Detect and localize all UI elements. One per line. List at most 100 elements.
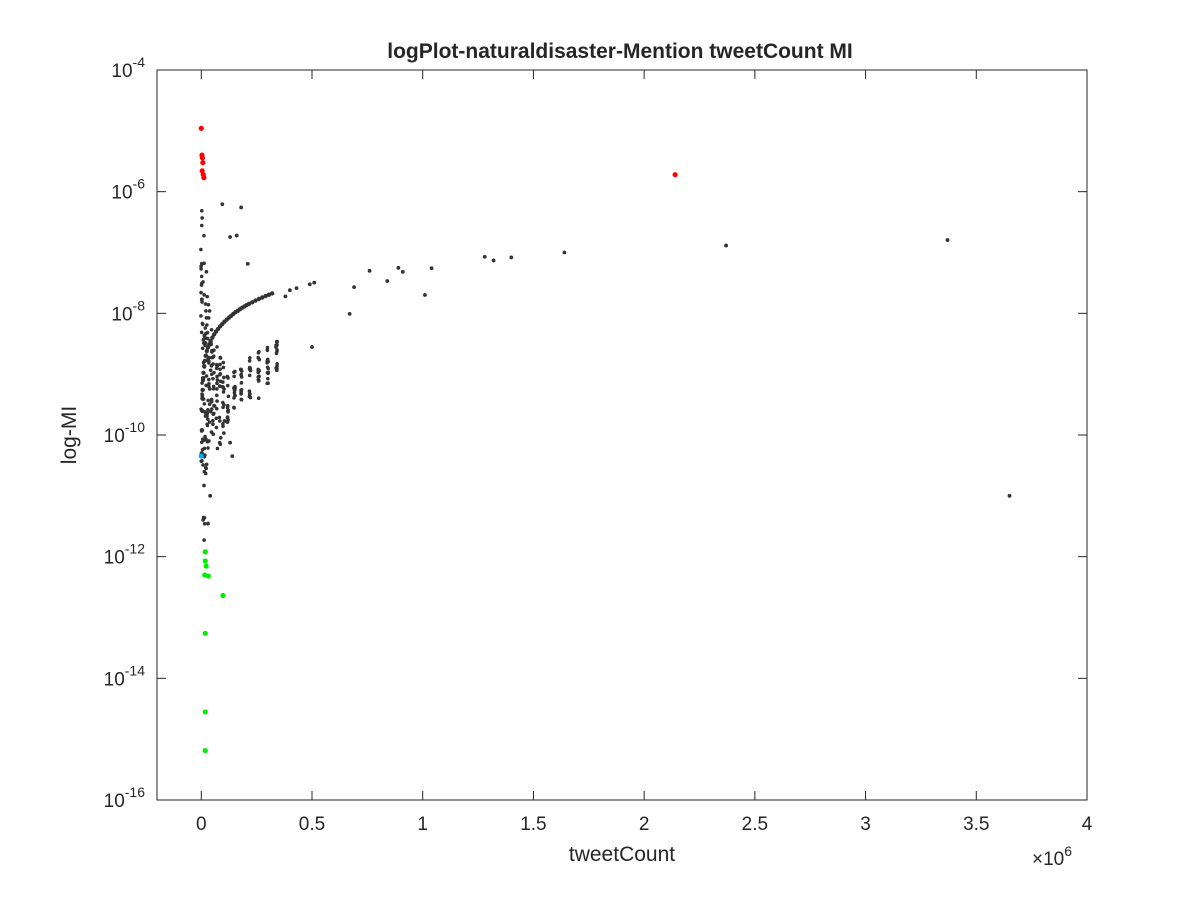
band-point-223 (239, 397, 244, 402)
band-point-271 (274, 351, 279, 356)
band-point-241 (257, 374, 261, 379)
default-point-2 (724, 243, 728, 248)
band-point-154 (217, 419, 222, 423)
y-tick-labels: 10-16 10-14 10-12 10-10 10-8 10-6 10-4 (104, 54, 146, 812)
band-point-193 (226, 408, 231, 412)
band-point-22 (200, 346, 205, 351)
y-tick-label-2: 10-12 (104, 541, 146, 569)
band-point-101 (207, 382, 211, 386)
high-point-0 (198, 125, 204, 131)
band-point-48 (202, 483, 206, 488)
band-point-13 (199, 208, 204, 213)
band-point-209 (233, 384, 237, 389)
y-tick-label-4: 10-8 (111, 297, 145, 325)
band-point-171 (221, 365, 226, 370)
band-point-74 (204, 374, 209, 378)
band-point-53 (202, 402, 207, 406)
band-point-195 (225, 403, 230, 408)
band-point-106 (207, 439, 211, 443)
band-point-278 (274, 344, 279, 349)
band-point-65 (203, 340, 208, 345)
band-point-257 (265, 365, 270, 370)
band-point-25 (200, 300, 204, 304)
band-point-29 (200, 393, 205, 398)
high-point-6 (201, 175, 207, 181)
band-point-177 (222, 402, 226, 407)
band-point-118 (209, 327, 214, 332)
default-point-15 (312, 280, 317, 285)
default-point-4 (509, 255, 514, 260)
default-point-30 (208, 493, 213, 498)
band-point-143 (215, 387, 219, 391)
band-point-24 (199, 330, 204, 335)
band-point-137 (212, 411, 216, 416)
band-point-250 (256, 367, 261, 372)
y-axis-label: log-MI (58, 406, 81, 464)
default-point-3 (562, 250, 567, 255)
band-point-81 (203, 465, 208, 470)
curve-point-36 (263, 293, 268, 299)
band-point-150 (215, 345, 219, 349)
default-point-17 (310, 345, 314, 349)
band-point-277 (275, 339, 280, 344)
band-point-47 (202, 233, 206, 238)
curve-point-35 (259, 295, 265, 300)
default-point-14 (347, 311, 352, 316)
band-point-184 (225, 415, 230, 419)
default-point-26 (230, 454, 235, 458)
default-point-12 (367, 268, 372, 273)
default-point-13 (352, 285, 356, 289)
x-tick-label-8: 4 (1082, 814, 1093, 835)
y-tick-label-5: 10-6 (111, 176, 145, 204)
band-point-167 (218, 442, 223, 447)
band-point-249 (256, 355, 261, 360)
band-point-128 (211, 362, 215, 366)
band-point-92 (205, 411, 210, 415)
band-point-229 (248, 356, 252, 360)
low-point-2 (203, 563, 209, 569)
band-point-149 (214, 406, 219, 411)
band-point-173 (221, 375, 226, 380)
default-point-28 (222, 419, 227, 423)
band-point-62 (203, 453, 207, 457)
data-points (198, 125, 1012, 754)
band-point-157 (217, 415, 222, 420)
band-point-68 (202, 335, 207, 339)
curve-point-33 (253, 298, 258, 303)
band-point-39 (200, 322, 205, 327)
curve-point-7 (201, 364, 207, 369)
x-tick-label-3: 1.5 (520, 814, 546, 835)
band-point-218 (239, 372, 244, 377)
curve-point-1 (199, 427, 205, 433)
x-tick-labels: 0 0.5 1 1.5 2 2.5 3 3.5 4 (196, 814, 1093, 835)
band-point-34 (201, 280, 205, 284)
band-point-220 (238, 367, 243, 372)
band-point-4 (199, 274, 204, 279)
x-tick-label-1: 0.5 (299, 814, 325, 835)
band-point-261 (265, 357, 270, 362)
band-point-175 (221, 380, 225, 384)
low-point-8 (202, 747, 208, 754)
default-point-23 (245, 261, 250, 266)
band-point-205 (232, 393, 237, 398)
band-point-142 (214, 416, 219, 421)
band-point-71 (204, 437, 208, 441)
band-point-274 (275, 361, 279, 366)
default-point-29 (212, 404, 217, 408)
band-point-104 (207, 355, 211, 360)
band-point-134 (211, 432, 216, 437)
band-point-194 (225, 420, 230, 424)
band-point-80 (203, 471, 208, 476)
band-point-265 (266, 376, 270, 381)
band-point-256 (266, 381, 270, 385)
band-point-243 (256, 350, 261, 355)
default-point-6 (482, 254, 487, 259)
band-point-236 (247, 366, 252, 371)
default-point-24 (228, 235, 232, 239)
band-point-42 (202, 261, 206, 266)
band-point-191 (226, 376, 230, 380)
band-point-138 (211, 384, 216, 389)
curve-point-2 (199, 408, 205, 413)
band-point-135 (212, 370, 216, 375)
band-point-156 (218, 367, 222, 372)
